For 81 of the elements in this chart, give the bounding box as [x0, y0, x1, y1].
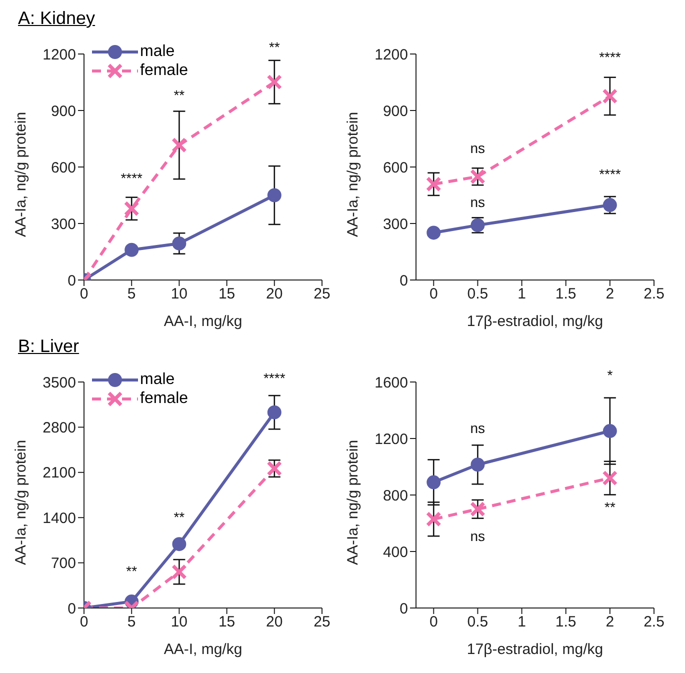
- annotation: ****: [120, 170, 144, 186]
- point: [124, 242, 139, 257]
- point: [267, 188, 282, 202]
- x-tick-label: 10: [170, 286, 188, 303]
- y-tick-label: 2800: [42, 420, 76, 437]
- point: [602, 198, 617, 212]
- y-tick-label: 300: [50, 216, 76, 233]
- x-axis-title: 17β-estradiol, mg/kg: [466, 641, 604, 658]
- x-tick-label: 2: [606, 614, 614, 631]
- y-tick-label: 1200: [42, 46, 76, 64]
- legend-label: female: [140, 390, 188, 408]
- y-tick-label: 0: [68, 600, 76, 618]
- x-tick-label: 15: [218, 614, 236, 631]
- x-tick-label: 0: [429, 286, 438, 303]
- annotation: ns: [469, 528, 486, 544]
- annotation: ns: [469, 420, 486, 436]
- x-tick-label: 2.5: [644, 286, 664, 303]
- y-tick-label: 1200: [374, 46, 408, 64]
- annotation: **: [172, 509, 186, 526]
- point: [172, 236, 186, 250]
- annotation: **: [604, 498, 616, 515]
- y-tick-label: 900: [382, 102, 408, 120]
- legend-label: male: [140, 370, 175, 388]
- point: [602, 424, 617, 438]
- y-tick-label: 0: [68, 272, 76, 290]
- legend-label: male: [140, 42, 175, 60]
- x-tick-label: 0: [80, 614, 88, 631]
- annotation: ****: [262, 370, 286, 386]
- point: [470, 458, 485, 472]
- y-axis-title: AA-Ia, ng/g protein: [12, 112, 30, 237]
- y-tick-label: 600: [382, 159, 408, 176]
- x-tick-label: 2.5: [644, 614, 664, 631]
- annotation: ns: [469, 140, 486, 156]
- annotation: *: [606, 367, 614, 383]
- x-tick-label: 0.5: [467, 614, 488, 631]
- y-tick-label: 0: [400, 272, 408, 290]
- annotation: ****: [598, 49, 622, 66]
- y-tick-label: 3500: [42, 374, 76, 392]
- annotation: ns: [469, 194, 486, 210]
- x-axis-title: AA-I, mg/kg: [164, 313, 242, 330]
- y-tick-label: 1400: [42, 510, 76, 527]
- y-tick-label: 0: [400, 600, 408, 618]
- x-tick-label: 0: [80, 286, 88, 303]
- y-tick-label: 1200: [374, 430, 408, 448]
- annotation: **: [172, 87, 186, 104]
- y-tick-label: 2100: [42, 464, 76, 482]
- y-tick-label: 900: [50, 102, 76, 120]
- x-tick-label: 0.5: [467, 286, 488, 303]
- annotation: **: [268, 39, 281, 55]
- x-tick-label: 15: [218, 286, 236, 303]
- x-axis-title: AA-I, mg/kg: [164, 641, 242, 658]
- chart-title: A: Kidney: [17, 8, 96, 30]
- annotation: ****: [598, 166, 622, 182]
- y-axis-title: AA-Ia, ng/g protein: [12, 440, 30, 565]
- legend-label: female: [140, 62, 188, 80]
- x-tick-label: 1.5: [555, 614, 576, 631]
- x-axis-title: 17β-estradiol, mg/kg: [466, 313, 604, 330]
- y-axis-title: AA-Ia, ng/g protein: [344, 440, 362, 565]
- y-tick-label: 300: [382, 216, 408, 233]
- x-tick-label: 2: [606, 286, 614, 303]
- x-tick-label: 0: [429, 614, 438, 631]
- x-tick-label: 1.5: [555, 286, 576, 303]
- annotation: **: [125, 562, 138, 579]
- y-axis-title: AA-Ia, ng/g protein: [344, 112, 362, 237]
- x-tick-label: 1: [518, 286, 526, 303]
- y-tick-label: 1600: [374, 374, 408, 392]
- x-tick-label: 25: [314, 286, 330, 303]
- point: [426, 475, 441, 490]
- y-tick-label: 400: [382, 544, 408, 561]
- point: [426, 226, 441, 240]
- x-tick-label: 5: [127, 614, 136, 631]
- y-tick-label: 600: [50, 159, 76, 176]
- chart-title: B: Liver: [17, 336, 80, 358]
- y-tick-label: 800: [382, 487, 408, 504]
- x-tick-label: 20: [266, 286, 283, 303]
- y-tick-label: 700: [50, 555, 76, 572]
- x-tick-label: 5: [127, 286, 136, 303]
- x-tick-label: 1: [518, 614, 526, 631]
- x-tick-label: 10: [170, 614, 188, 631]
- x-tick-label: 20: [266, 614, 283, 631]
- x-tick-label: 25: [314, 614, 330, 631]
